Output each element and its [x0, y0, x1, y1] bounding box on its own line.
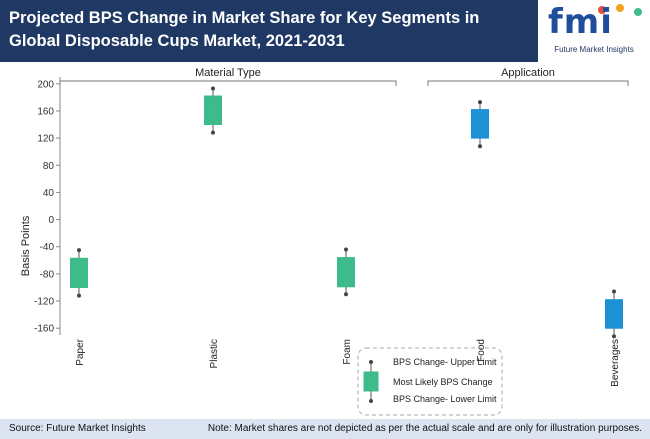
group-label: Application: [501, 67, 555, 79]
legend-box: [363, 371, 379, 392]
x-tick-label: Food: [476, 339, 487, 362]
bps-box: [471, 109, 489, 139]
y-tick-label: 0: [48, 215, 54, 226]
bps-box: [70, 257, 88, 288]
group-bracket: [59, 80, 397, 86]
lower-limit-point: [612, 334, 616, 339]
box-series: [70, 86, 623, 339]
legend-item: Most Likely BPS Change: [393, 377, 493, 387]
x-tick-label: Beverages: [610, 339, 621, 387]
y-tick-label: 40: [43, 188, 55, 199]
y-tick-label: 160: [37, 106, 54, 117]
group-headers: Material Type Application: [59, 67, 629, 86]
x-tick-labels: Paper Plastic Foam Food Beverages: [75, 338, 621, 386]
y-tick-label: -120: [34, 297, 54, 308]
bps-box: [337, 257, 355, 288]
lower-limit-point: [478, 144, 482, 149]
legend-item: BPS Change- Lower Limit: [393, 394, 497, 404]
y-tick-label: 120: [37, 134, 54, 145]
logo-dot-orange: [616, 4, 624, 12]
legend-lower-point: [369, 399, 373, 403]
bps-change-chart: -160 -120 -80 -40 0 40 80 120 160 200 Material Ty…: [20, 67, 629, 416]
bps-box: [605, 299, 623, 329]
upper-limit-point: [77, 248, 81, 253]
logo-dot-green: [634, 8, 642, 16]
y-axis-label: Basis Points: [20, 215, 32, 276]
source-text: Source: Future Market Insights: [9, 423, 146, 434]
upper-limit-point: [612, 289, 616, 294]
y-tick-label: -80: [40, 269, 55, 280]
footer-bar: Source: Future Market Insights Note: Mar…: [0, 419, 650, 439]
x-tick-label: Paper: [75, 338, 86, 365]
logo-mark: fmi: [548, 2, 613, 42]
header-bar: Projected BPS Change in Market Share for…: [0, 0, 650, 62]
logo-dot-red: [598, 6, 606, 14]
chart-title: Projected BPS Change in Market Share for…: [9, 9, 480, 50]
group-label: Material Type: [195, 67, 261, 79]
y-tick-label: 200: [37, 79, 54, 90]
fmi-logo: fmi Future Market Insights: [538, 0, 650, 62]
legend: BPS Change- Upper Limit Most Likely BPS C…: [357, 347, 503, 416]
logo-subtitle: Future Market Insights: [554, 45, 634, 54]
upper-limit-point: [211, 86, 215, 91]
x-tick-label: Foam: [342, 339, 353, 365]
lower-limit-point: [211, 130, 215, 135]
y-tick-label: 80: [43, 161, 55, 172]
bps-box: [204, 95, 222, 126]
y-tick-label: -160: [34, 324, 54, 335]
legend-upper-point: [369, 360, 373, 364]
lower-limit-point: [77, 293, 81, 298]
note-text: Note: Market shares are not depicted as …: [207, 423, 642, 434]
x-tick-label: Plastic: [209, 339, 220, 368]
lower-limit-point: [344, 292, 348, 297]
legend-frame: [357, 347, 503, 416]
y-tick-label: -40: [40, 242, 55, 253]
upper-limit-point: [478, 100, 482, 105]
legend-item: BPS Change- Upper Limit: [393, 357, 497, 367]
group-bracket: [427, 80, 629, 86]
y-axis: -160 -120 -80 -40 0 40 80 120 160 200: [34, 77, 61, 335]
upper-limit-point: [344, 247, 348, 252]
